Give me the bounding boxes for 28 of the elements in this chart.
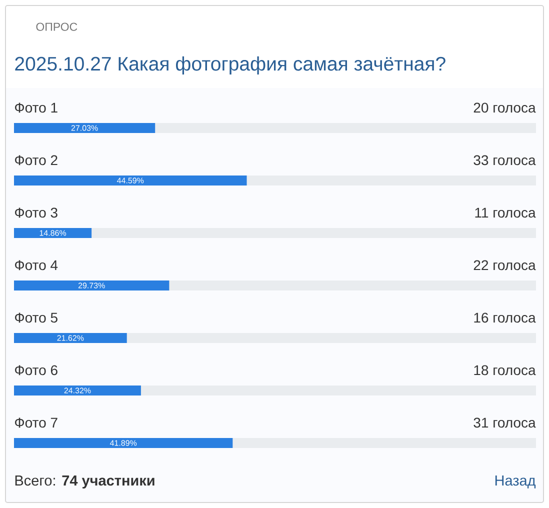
y-tick-label: Фото 3	[15, 208, 58, 218]
annotation: 31 голоса	[474, 418, 536, 428]
data-label: 24.32%	[64, 388, 91, 394]
data-label: 29.73%	[78, 282, 105, 288]
data-label: 44.59%	[117, 178, 144, 184]
annotation: 16 голоса	[474, 312, 536, 323]
data-label: 14.86%	[40, 230, 66, 236]
y-tick-label: Фото 7	[15, 418, 58, 428]
data-label: 27.03%	[71, 125, 98, 131]
y-tick-label: Фото 1	[15, 102, 58, 113]
text: ОПРОС	[36, 22, 78, 31]
y-tick-label: Фото 6	[15, 365, 58, 376]
annotation: 20 голоса	[474, 102, 536, 113]
data-label: 41.89%	[110, 440, 137, 446]
bar	[14, 228, 92, 238]
text: Всего: 74 участники	[15, 476, 154, 489]
y-tick-label: Фото 2	[15, 155, 58, 166]
text: Назад	[495, 476, 536, 488]
bar	[14, 333, 127, 344]
annotation: 33 голоса	[474, 155, 536, 166]
annotation: 22 голоса	[474, 260, 536, 270]
chart-title: 2025.10.27 Какая фотография самая зачётная?	[15, 56, 446, 75]
annotation: 18 голоса	[474, 365, 536, 376]
y-tick-label: Фото 5	[15, 312, 58, 323]
y-tick-label: Фото 4	[15, 260, 58, 270]
annotation: 11 голоса	[475, 208, 536, 218]
bar	[14, 386, 141, 396]
data-label: 21.62%	[57, 335, 84, 341]
